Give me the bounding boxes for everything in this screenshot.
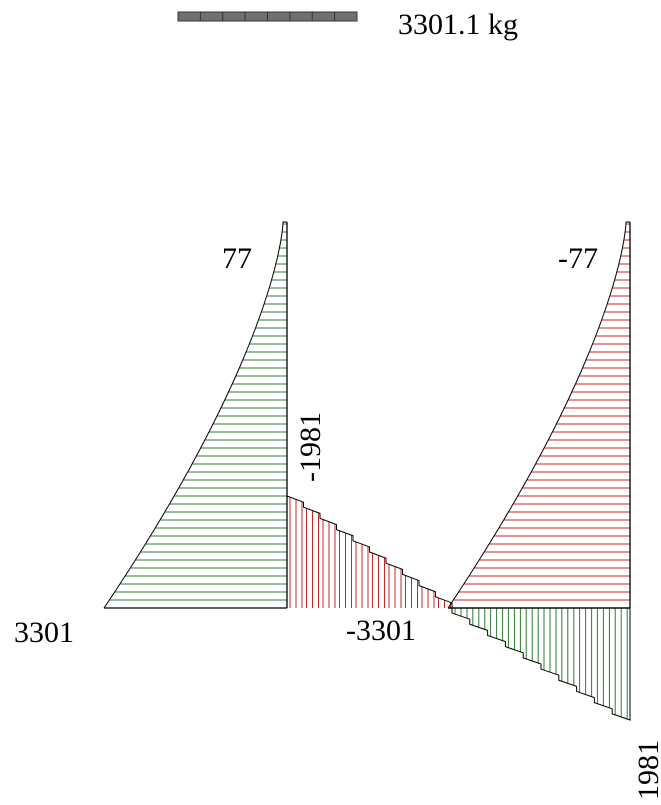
label-left-bottom: 3301 bbox=[14, 616, 74, 649]
label-mid-top: -1981 bbox=[294, 412, 327, 482]
diagram-outline-steps bbox=[286, 495, 453, 608]
left-parabolic-diagram bbox=[103, 221, 288, 609]
diagram-outline-steps bbox=[451, 608, 631, 721]
scale-legend: 3301.1 kg bbox=[177, 8, 518, 41]
right-parabolic-diagram bbox=[447, 221, 631, 609]
label-right-bottom: 1981 bbox=[632, 740, 661, 800]
scale-bar bbox=[177, 11, 358, 22]
diagram-outline-curve bbox=[103, 221, 287, 609]
label-right-top: -77 bbox=[558, 242, 598, 275]
right-stepped-diagram bbox=[448, 607, 631, 721]
label-left-top: 77 bbox=[222, 242, 252, 275]
left-stepped-diagram bbox=[286, 495, 453, 608]
label-mid-bottom: -3301 bbox=[346, 614, 416, 647]
scale-label: 3301.1 kg bbox=[398, 8, 518, 41]
diagram-outline-curve bbox=[447, 221, 630, 609]
